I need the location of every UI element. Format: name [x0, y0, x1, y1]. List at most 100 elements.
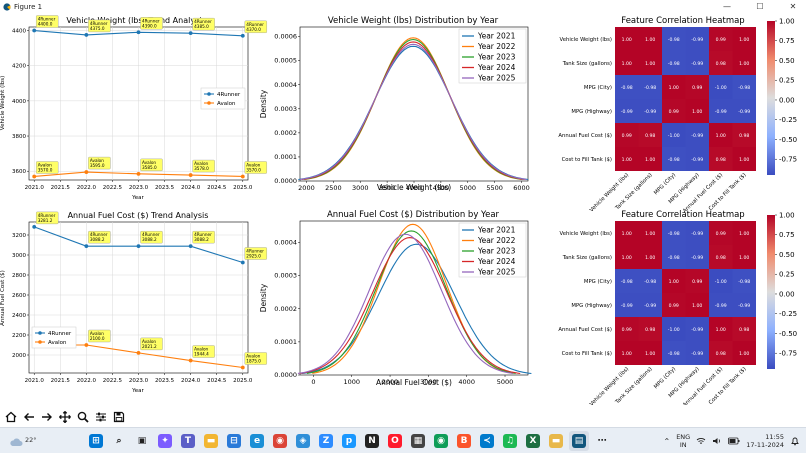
fuel-trend-data-label-value: 3088.2	[90, 237, 105, 242]
wifi-icon[interactable]	[696, 437, 706, 445]
copilot-icon[interactable]: ✦	[155, 431, 175, 451]
search-icon[interactable]: ⌕	[109, 431, 129, 451]
fuel-trend-ytick-label: 3000	[12, 253, 26, 259]
configure-icon[interactable]	[93, 409, 109, 425]
prime-icon[interactable]: p	[339, 431, 359, 451]
fuel-trend-title: Annual Fuel Cost ($) Trend Analysis	[68, 211, 209, 220]
weight-trend-data-label-name: 4Runner	[142, 18, 160, 23]
heatmap-bottom-cell-value: -0.98	[668, 255, 680, 261]
forward-arrow-icon[interactable]	[39, 409, 55, 425]
heatmap-top-cell-value: 1.00	[739, 61, 749, 67]
weight-trend-xtick-label: 2021.0	[25, 185, 45, 191]
battery-icon[interactable]	[728, 437, 740, 445]
heatmap-bottom-cell-value: 0.98	[716, 255, 726, 261]
heatmap-top-cell-value: 0.98	[645, 133, 655, 139]
weight-trend-data-label-name: 4Runner	[194, 19, 212, 24]
fuel-dist-ylabel: Density	[259, 283, 268, 312]
zoom-app-icon-glyph: Z	[319, 434, 333, 448]
close-button[interactable]: ✕	[789, 2, 797, 11]
edge-icon[interactable]: e	[247, 431, 267, 451]
heatmap-bottom-cell	[732, 221, 756, 245]
heatmap-top-cell	[709, 123, 733, 147]
task-view-icon[interactable]: ▣	[132, 431, 152, 451]
vscode-icon[interactable]: ≺	[477, 431, 497, 451]
heatmap-bottom-cell	[685, 221, 709, 245]
teams-icon[interactable]: T	[178, 431, 198, 451]
fuel-dist-ytick-label: 0.0003	[274, 272, 297, 280]
heatmap-top-cell	[615, 51, 639, 75]
heatmap-bottom-cell	[732, 341, 756, 365]
weight-dist-ytick-label: 0.0005	[274, 57, 297, 65]
home-icon[interactable]	[3, 409, 19, 425]
store-icon[interactable]: ⊟	[224, 431, 244, 451]
heatmap-top-cell-value: 0.98	[739, 133, 749, 139]
fuel-trend-point-4runner	[32, 224, 37, 229]
heatmap-top-cell	[615, 27, 639, 51]
heatmap-top-cell-value: 1.00	[739, 157, 749, 163]
zoom-icon[interactable]	[75, 409, 91, 425]
back-arrow-icon[interactable]	[21, 409, 37, 425]
maximize-button[interactable]: ☐	[756, 2, 764, 11]
fuel-trend-legend: 4Runner Avalon	[31, 326, 77, 349]
more-apps-icon[interactable]: ⋯	[592, 431, 612, 451]
zoom-app-icon[interactable]: Z	[316, 431, 336, 451]
folder-icon[interactable]: ▬	[546, 431, 566, 451]
heatmap-top-cell-value: 1.00	[645, 61, 655, 67]
heatmap-bottom-cell-value: 0.98	[716, 351, 726, 357]
fuel-dist-xtick-label: 3000	[420, 378, 437, 386]
fuel-trend-data-label-value: 2021.2	[142, 344, 157, 349]
calculator-icon[interactable]: ▦	[408, 431, 428, 451]
pan-icon[interactable]	[57, 409, 73, 425]
heatmap-top-cell-value: 0.98	[716, 61, 726, 67]
heatmap-bottom-cell-value: 1.00	[645, 231, 655, 237]
chrome-icon[interactable]: ◉	[270, 431, 290, 451]
excel-icon[interactable]: X	[523, 431, 543, 451]
weight-dist-xtick-label: 2500	[325, 184, 342, 192]
file-explorer-icon[interactable]: ▬	[201, 431, 221, 451]
minimize-button[interactable]: —	[723, 2, 731, 11]
python-figure-icon[interactable]: ▤	[569, 431, 589, 451]
clock[interactable]: 11:55 17-11-2024	[746, 433, 784, 449]
weight-trend-point-4runner	[188, 31, 193, 36]
weight-trend-data-label-name: 4Runner	[38, 17, 56, 22]
notification-bell-icon[interactable]	[790, 436, 800, 446]
heatmap-top-cell-value: -0.99	[621, 109, 633, 115]
weather-widget[interactable]: 22°	[9, 431, 39, 451]
weight-dist-xtick-label: 5000	[460, 184, 477, 192]
windows-start-icon[interactable]: ⊞	[86, 431, 106, 451]
chrome-profile-icon[interactable]: ◉	[431, 431, 451, 451]
fuel-trend-ticks: 2021.0 2021.5 2022.0 2022.5 2023.0 2023.5 2024…	[12, 233, 253, 384]
heatmap-bottom-cell-value: 0.99	[622, 327, 632, 333]
input-language[interactable]: ENG IN	[676, 433, 690, 449]
heatmap-top-cell-value: -0.99	[715, 109, 727, 115]
heatmap-top-cell	[638, 51, 662, 75]
spotify-icon[interactable]: ♫	[500, 431, 520, 451]
weight-trend-plot: Vehicle Weight (lbs) Trend Analysis 2021…	[0, 15, 267, 201]
heatmap-bottom-colorbar-label: 0.00	[779, 290, 795, 298]
heatmap-top-cell-value: 1.00	[622, 37, 632, 43]
heatmap-bottom-cell	[638, 245, 662, 269]
heatmap-top-cell-value: 1.00	[622, 61, 632, 67]
fuel-trend-ytick-label: 2800	[12, 273, 26, 279]
search-icon-glyph: ⌕	[116, 436, 122, 446]
heatmap-bottom-cell-value: 0.98	[739, 327, 749, 333]
window-titlebar: Figure 1 — ☐ ✕	[0, 0, 806, 13]
fuel-dist-xtick-label: 5000	[497, 378, 514, 386]
heatmap-top-cell-value: -0.98	[668, 157, 680, 163]
photos-icon[interactable]: ◈	[293, 431, 313, 451]
brave-icon[interactable]: B	[454, 431, 474, 451]
notion-icon[interactable]: N	[362, 431, 382, 451]
fuel-trend-xtick-label: 2023.5	[155, 378, 175, 384]
chevron-up-icon[interactable]: ⌃	[663, 436, 671, 446]
heatmap-bottom-colorbar	[767, 215, 775, 369]
volume-icon[interactable]	[712, 437, 722, 445]
photos-icon-glyph: ◈	[296, 434, 310, 448]
save-icon[interactable]	[111, 409, 127, 425]
opera-icon[interactable]: O	[385, 431, 405, 451]
